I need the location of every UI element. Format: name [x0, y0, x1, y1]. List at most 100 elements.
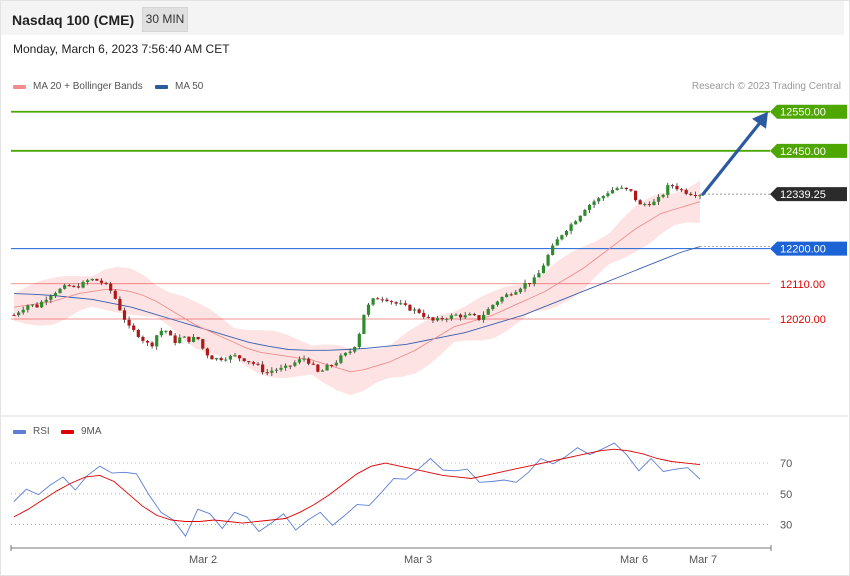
candle [228, 354, 232, 363]
candle [251, 360, 256, 366]
candle [601, 195, 605, 201]
candle [330, 364, 334, 368]
candle [274, 368, 279, 374]
candle [53, 291, 58, 298]
candle [136, 328, 140, 339]
credit-text: Research © 2023 Trading Central [691, 81, 841, 92]
rsi-tick-30: 30 [780, 520, 792, 532]
candle [472, 312, 477, 316]
candle [500, 296, 504, 304]
legend-ma50: MA 50 [155, 81, 203, 92]
x-tick-label: Mar 3 [404, 554, 432, 566]
candle [343, 352, 348, 357]
candle [417, 308, 421, 315]
candle [454, 313, 458, 316]
candle [597, 196, 601, 205]
candle [58, 287, 62, 294]
candle [224, 356, 228, 362]
candle [376, 296, 380, 300]
projection-arrow-head [752, 111, 768, 129]
candle [196, 336, 200, 341]
candle [210, 354, 214, 360]
ma50-line [13, 246, 701, 351]
candle [122, 307, 127, 323]
candle [541, 263, 546, 274]
candle [366, 303, 371, 317]
ma20-label: MA 20 + Bollinger Bands [33, 81, 143, 92]
candle [675, 183, 679, 192]
candle [532, 274, 536, 287]
candle [150, 341, 154, 349]
candle [104, 281, 108, 286]
projection-arrow-shaft [701, 121, 762, 196]
candle [109, 281, 113, 294]
candle [113, 289, 117, 300]
rsi-9ma-line [13, 448, 701, 524]
x-tick-label: Mar 2 [189, 554, 217, 566]
candle [325, 363, 329, 371]
candle [371, 297, 375, 307]
candle [205, 347, 209, 359]
candle [141, 335, 145, 344]
candle [261, 361, 265, 375]
candle [279, 364, 283, 372]
candle [389, 300, 394, 305]
instrument-title: Nasdaq 100 (CME) [12, 12, 135, 28]
candle [191, 334, 196, 343]
chart-header: Nasdaq 100 (CME) 30 MIN [1, 1, 844, 35]
candle [403, 300, 407, 307]
candle [293, 360, 297, 368]
candle [606, 191, 610, 198]
candle [652, 199, 656, 206]
candle [127, 316, 131, 329]
candle [334, 360, 338, 367]
candle [159, 327, 163, 338]
candle [555, 236, 559, 246]
candle [30, 304, 35, 308]
candle [394, 301, 398, 306]
candle [514, 290, 518, 295]
candle [288, 365, 292, 370]
candle [12, 313, 16, 317]
level-label-4: 12020.00 [780, 314, 826, 326]
candle [182, 336, 186, 338]
candle [242, 358, 246, 362]
candle [689, 192, 693, 196]
candle [661, 193, 665, 199]
level-label-0: 12550.00 [780, 107, 826, 119]
ma50-label: MA 50 [175, 81, 204, 92]
ma20-line [13, 201, 701, 373]
candle [307, 357, 311, 366]
candle [95, 278, 99, 281]
candle [145, 339, 150, 346]
candle [679, 187, 684, 193]
candle [17, 310, 21, 317]
level-label-2: 12200.00 [780, 244, 826, 256]
candle [422, 309, 426, 320]
candle [348, 348, 352, 355]
candle [666, 182, 670, 198]
candle [509, 292, 513, 297]
candle [339, 353, 343, 365]
interval-button[interactable]: 30 MIN [142, 7, 188, 32]
candle [67, 284, 71, 287]
candle [693, 191, 697, 199]
candle [551, 243, 555, 256]
candle [518, 287, 523, 294]
candle [178, 334, 182, 344]
legend-ma20: MA 20 + Bollinger Bands [13, 81, 143, 92]
candle [357, 332, 361, 349]
candle [270, 367, 274, 376]
level-tag-2 [770, 241, 847, 256]
candle [564, 229, 569, 237]
x-tick-label: Mar 7 [689, 554, 717, 566]
candle [670, 183, 674, 189]
candle [574, 220, 578, 225]
candle [615, 186, 619, 191]
candle [638, 199, 642, 205]
candle [173, 332, 177, 346]
candle [26, 304, 30, 313]
timestamp: Monday, March 6, 2023 7:56:40 AM CET [13, 42, 230, 56]
ma20-swatch [13, 84, 26, 89]
